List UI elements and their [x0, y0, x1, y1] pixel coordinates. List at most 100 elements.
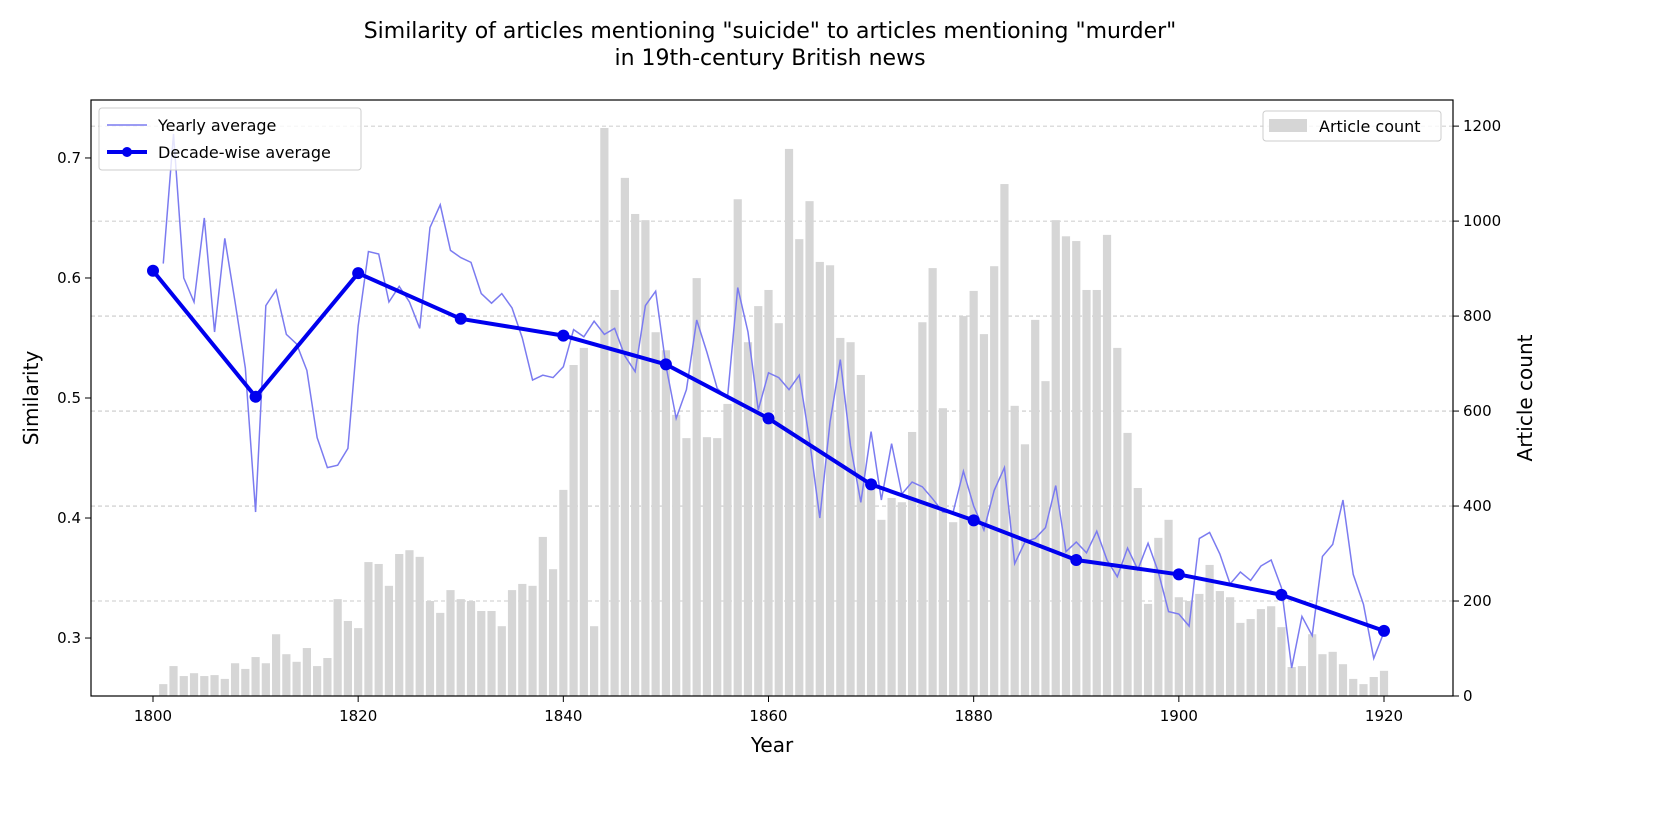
- y2-tick-label: 400: [1463, 497, 1492, 515]
- bar-1858: [743, 342, 753, 696]
- decade-series: [147, 264, 1390, 637]
- bar-1878: [949, 522, 958, 696]
- bar-1831: [466, 601, 476, 696]
- bar-1841: [569, 364, 578, 696]
- bar-1806: [210, 675, 219, 696]
- decade-point-1850: [659, 358, 672, 371]
- y-axis-label: Similarity: [19, 351, 43, 446]
- decade-point-1810: [249, 390, 262, 403]
- x-tick-label: 1900: [1160, 707, 1198, 725]
- bar-1863: [795, 239, 804, 696]
- bar-1830: [456, 599, 465, 696]
- bar-1814: [292, 661, 301, 696]
- bar-1896: [1133, 487, 1142, 696]
- y2-tick-label: 1200: [1463, 117, 1501, 135]
- decade-point-1920: [1378, 624, 1390, 637]
- bar-1879: [959, 316, 968, 696]
- bar-1870: [866, 479, 876, 696]
- bar-1859: [754, 306, 763, 696]
- chart-title-line2: in 19th-century British news: [614, 46, 925, 71]
- chart-title-line1: Similarity of articles mentioning "suici…: [364, 19, 1177, 44]
- bar-1886: [1031, 319, 1040, 696]
- bar-1824: [395, 554, 404, 696]
- bar-1913: [1308, 634, 1317, 696]
- decade-point-1860: [762, 412, 775, 425]
- decade-point-1890: [1070, 554, 1083, 567]
- bar-1822: [374, 563, 383, 696]
- bar-1872: [887, 497, 896, 696]
- bar-1920: [1379, 670, 1389, 696]
- bar-1909: [1267, 606, 1276, 696]
- bar-1888: [1051, 220, 1060, 697]
- bar-1874: [908, 431, 917, 696]
- bar-1801: [159, 684, 168, 696]
- axes: 1800 1820 1840 1860 1880 1900 1920 0.3 0.4 0.5 0.6…: [57, 117, 1501, 725]
- decade-point-1900: [1172, 568, 1185, 581]
- bar-1827: [425, 601, 435, 696]
- decade-point-1870: [865, 478, 878, 491]
- bar-1917: [1349, 678, 1358, 696]
- bar-1815: [302, 648, 311, 696]
- bar-1885: [1020, 444, 1030, 696]
- bar-1834: [497, 626, 506, 696]
- x-tick-label: 1800: [134, 707, 172, 725]
- decade-point-1830: [454, 312, 467, 325]
- bar-1914: [1318, 654, 1327, 696]
- bar-1867: [836, 337, 845, 696]
- bar-1906: [1236, 622, 1245, 696]
- bar-1900: [1174, 597, 1183, 696]
- y2-tick-label: 800: [1463, 307, 1492, 325]
- bar-1821: [364, 562, 373, 696]
- bar-1811: [261, 663, 270, 696]
- bars: [159, 128, 1389, 697]
- x-axis-label: Year: [750, 733, 794, 757]
- x-tick-label: 1820: [339, 707, 377, 725]
- y2-axis-label: Article count: [1513, 334, 1537, 461]
- bar-1862: [784, 148, 794, 696]
- bar-1828: [436, 612, 445, 696]
- bar-1883: [1000, 184, 1009, 696]
- bar-1845: [610, 289, 619, 696]
- y-tick-label: 0.3: [57, 629, 81, 647]
- bar-1860: [764, 289, 773, 696]
- bar-1891: [1082, 289, 1091, 696]
- bar-1865: [815, 261, 824, 696]
- bar-1833: [487, 610, 496, 696]
- y2-tick-label: 600: [1463, 402, 1492, 420]
- bar-1852: [682, 438, 691, 696]
- bar-1915: [1328, 651, 1337, 696]
- bar-1911: [1287, 667, 1296, 696]
- bar-1894: [1113, 347, 1122, 696]
- bar-1907: [1246, 619, 1255, 696]
- bar-1895: [1123, 432, 1132, 696]
- bar-1884: [1010, 405, 1019, 696]
- bar-1868: [846, 342, 855, 696]
- decade-point-1880: [967, 514, 980, 527]
- bar-1849: [651, 332, 660, 696]
- legend-right: Article count: [1262, 110, 1442, 142]
- bar-1810: [251, 657, 260, 696]
- legend-decade-marker: [122, 147, 132, 157]
- bar-1875: [918, 322, 927, 696]
- y-tick-label: 0.7: [57, 149, 81, 167]
- bar-1840: [559, 489, 568, 696]
- bar-1890: [1072, 241, 1081, 697]
- bar-1919: [1369, 677, 1378, 696]
- bar-1826: [415, 556, 424, 696]
- bar-1916: [1338, 664, 1348, 696]
- bar-1812: [272, 634, 281, 696]
- bar-1825: [405, 550, 414, 696]
- bar-1816: [313, 666, 322, 696]
- yearly-average-line: [162, 133, 1385, 669]
- bar-1887: [1041, 381, 1050, 696]
- bar-1842: [579, 347, 588, 696]
- bar-1848: [641, 220, 650, 697]
- bar-1820: [354, 628, 363, 696]
- y2-tick-label: 0: [1463, 687, 1473, 705]
- bar-1876: [928, 268, 937, 696]
- x-tick-label: 1860: [749, 707, 787, 725]
- bar-1851: [672, 414, 681, 696]
- bar-1905: [1226, 597, 1235, 696]
- bar-1844: [600, 128, 609, 697]
- bar-1850: [661, 350, 671, 696]
